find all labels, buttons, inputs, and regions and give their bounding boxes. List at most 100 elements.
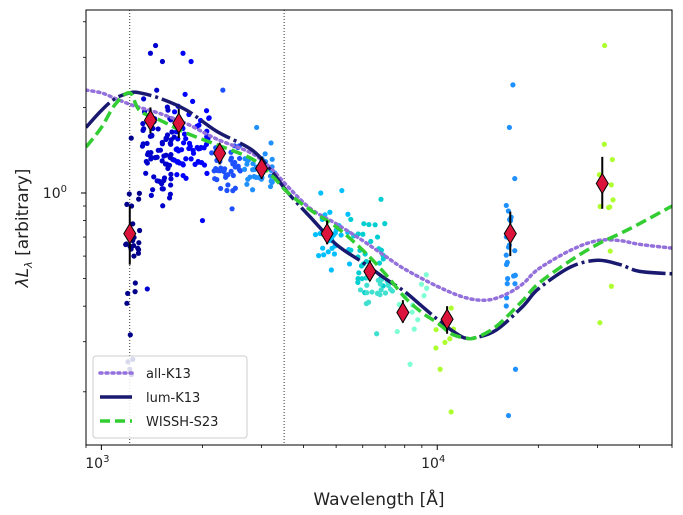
scatter-point	[375, 290, 381, 296]
scatter-point	[224, 187, 230, 194]
y-axis-label-sub: λ	[22, 261, 35, 269]
scatter-point	[190, 150, 197, 156]
scatter-point	[250, 161, 256, 167]
scatter-point	[423, 272, 429, 278]
scatter-point	[505, 276, 511, 282]
scatter-point	[437, 366, 443, 372]
scatter-point	[135, 246, 142, 253]
scatter-point	[348, 216, 354, 223]
scatter-point	[144, 286, 150, 292]
scatter-point	[447, 336, 453, 342]
scatter-point	[147, 133, 153, 139]
scatter-point	[203, 108, 210, 114]
y-axis-label-main: λL	[13, 268, 33, 289]
scatter-point	[359, 276, 365, 282]
scatter-point	[378, 287, 384, 293]
scatter-point	[267, 183, 274, 190]
scatter-point	[610, 197, 616, 203]
scatter-point	[154, 87, 160, 93]
scatter-point	[128, 135, 134, 141]
scatter-point	[506, 124, 512, 131]
scatter-point	[199, 217, 206, 224]
scatter-point	[409, 309, 415, 315]
scatter-point	[512, 281, 518, 287]
scatter-point	[161, 175, 168, 181]
scatter-point	[136, 240, 142, 246]
series-line-lum-K13	[86, 90, 672, 341]
y-axis: 100	[43, 21, 86, 393]
scatter-point	[356, 270, 362, 276]
reference-lines	[129, 10, 285, 445]
binned-marker	[123, 222, 137, 245]
scatter-point	[232, 185, 238, 191]
scatter-point	[376, 260, 383, 266]
scatter-point	[448, 409, 454, 415]
scatter-point	[136, 190, 142, 196]
y-axis-label: λLλ [arbitrary]	[13, 169, 35, 289]
binned-marker	[213, 142, 227, 165]
scatter-point	[143, 170, 149, 176]
scatter-point	[236, 155, 243, 162]
scatter-point	[321, 252, 327, 258]
scatter-point	[174, 146, 180, 152]
scatter-point	[169, 129, 175, 135]
scatter-point	[504, 281, 510, 287]
scatter-point	[244, 181, 250, 187]
scatter-point	[378, 196, 384, 202]
scatter-point	[183, 156, 189, 162]
scatter-point	[365, 299, 372, 305]
scatter-point	[442, 339, 448, 345]
legend-box	[92, 355, 248, 439]
scatter-point	[503, 252, 509, 258]
binned-marker	[363, 260, 377, 283]
scatter-point	[131, 253, 137, 259]
scatter-point	[268, 178, 274, 184]
scatter-point	[136, 196, 142, 202]
scatter-point	[159, 58, 166, 65]
scatter-point	[181, 131, 188, 137]
scatter-point	[609, 156, 615, 163]
scatter-point	[127, 332, 133, 338]
scatter-point	[387, 286, 394, 292]
scatter-point	[505, 412, 512, 419]
scatter-point	[159, 139, 165, 146]
scatter-point	[161, 153, 167, 159]
x-axis: 103 104	[85, 445, 673, 472]
scatter-point	[366, 221, 372, 228]
scatter-point	[364, 282, 370, 288]
scatter-point	[415, 317, 421, 323]
scatter-point	[382, 221, 388, 227]
scatter-point	[318, 190, 324, 196]
binned-marker	[320, 222, 334, 245]
scatter-point	[168, 171, 174, 177]
scatter-point	[167, 140, 174, 146]
scatter-point	[372, 222, 378, 228]
scatter-point	[269, 156, 275, 162]
scatter-point	[241, 166, 248, 173]
scatter-point	[132, 289, 138, 295]
scatter-point	[175, 159, 181, 165]
scatter-point	[374, 234, 381, 240]
scatter-point	[152, 42, 159, 49]
scatter-point	[262, 151, 268, 157]
scatter-point	[190, 98, 196, 104]
scatter-point	[503, 202, 509, 209]
scatter-point	[385, 282, 391, 289]
scatter-point	[418, 281, 425, 287]
plot-area	[86, 10, 672, 445]
scatter-point	[152, 155, 158, 161]
scatter-point	[141, 96, 147, 102]
scatter-point	[601, 141, 607, 147]
scatter-point	[325, 249, 331, 255]
scatter-point	[174, 172, 180, 178]
scatter-point	[433, 327, 439, 333]
scatter-point	[361, 221, 367, 227]
model-curves	[86, 88, 672, 341]
scatter-point	[188, 156, 194, 162]
scatter-point	[329, 245, 335, 251]
scatter-point	[607, 248, 613, 254]
scatter-point	[254, 124, 260, 131]
scatter-point	[186, 140, 193, 146]
scatter-point	[512, 175, 518, 182]
